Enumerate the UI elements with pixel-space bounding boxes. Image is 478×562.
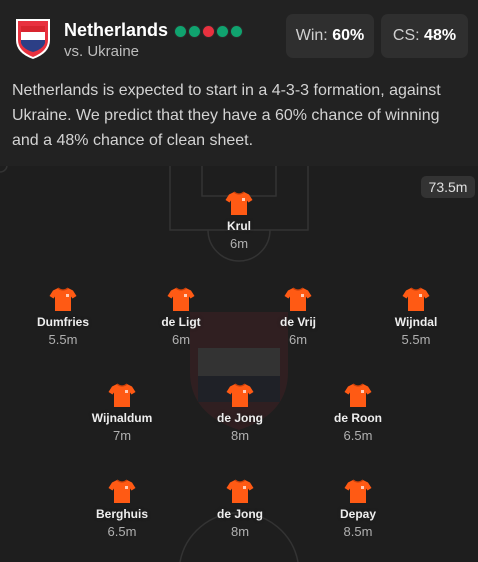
player-price: 6.5m	[343, 428, 373, 443]
win-value: 60%	[332, 27, 365, 44]
player-price: 6.5m	[107, 524, 137, 539]
player-name: de Ligt	[161, 315, 201, 329]
player-name: de Jong	[216, 507, 263, 521]
cs-value: 48%	[424, 27, 457, 44]
player-name: Berghuis	[95, 507, 148, 521]
shirt-icon	[226, 383, 254, 407]
player-price: 8m	[230, 524, 250, 539]
form-indicator	[174, 25, 243, 38]
player-card-midfielder[interactable]: Wijnaldum 7m	[67, 382, 177, 445]
opponent-label: vs. Ukraine	[64, 43, 140, 60]
player-card-goalkeeper[interactable]: Krul 6m	[184, 190, 294, 253]
player-name: de Roon	[334, 411, 382, 425]
prediction-summary: Netherlands is expected to start in a 4-…	[12, 82, 441, 149]
player-price: 5.5m	[48, 332, 78, 347]
shirt-icon	[402, 287, 430, 311]
form-result-dot	[216, 25, 229, 38]
player-price: 5.5m	[401, 332, 431, 347]
win-label: Win:	[295, 27, 328, 44]
shirt-icon	[225, 191, 253, 215]
shirt-icon	[108, 479, 136, 503]
player-price: 8.5m	[343, 524, 373, 539]
player-card-defender[interactable]: Wijndal 5.5m	[361, 286, 471, 349]
player-card-midfielder[interactable]: de Roon 6.5m	[303, 382, 413, 445]
player-name: Depay	[339, 507, 377, 521]
player-price: 6m	[171, 332, 191, 347]
team-name: Netherlands	[64, 20, 169, 40]
team-header: Netherlands vs. Ukraine Win: 60% CS: 48%…	[0, 0, 478, 166]
player-name: de Jong	[216, 411, 263, 425]
player-price: 8m	[230, 428, 250, 443]
clean-sheet-badge: CS: 48%	[381, 14, 468, 58]
player-name: Wijndal	[394, 315, 438, 329]
squad-value-badge: 73.5m	[421, 176, 475, 198]
shirt-icon	[49, 287, 77, 311]
player-price: 6m	[288, 332, 308, 347]
netherlands-crest-icon	[16, 19, 50, 59]
player-card-forward[interactable]: Berghuis 6.5m	[67, 478, 177, 541]
player-card-defender[interactable]: de Vrij 6m	[243, 286, 353, 349]
shirt-icon	[284, 287, 312, 311]
win-chance-badge: Win: 60%	[286, 14, 374, 58]
player-card-defender[interactable]: Dumfries 5.5m	[8, 286, 118, 349]
form-result-dot	[188, 25, 201, 38]
player-name: Krul	[227, 219, 251, 233]
form-result-dot	[174, 25, 187, 38]
shirt-icon	[226, 479, 254, 503]
shirt-icon	[344, 383, 372, 407]
form-result-dot	[202, 25, 215, 38]
form-result-dot	[230, 25, 243, 38]
player-card-midfielder[interactable]: de Jong 8m	[185, 382, 295, 445]
shirt-icon	[167, 287, 195, 311]
player-name: Wijnaldum	[91, 411, 153, 425]
player-price: 6m	[229, 236, 249, 251]
shirt-icon	[344, 479, 372, 503]
shirt-icon	[108, 383, 136, 407]
player-card-forward[interactable]: de Jong 8m	[185, 478, 295, 541]
player-price: 7m	[112, 428, 132, 443]
player-name: de Vrij	[279, 315, 317, 329]
player-card-defender[interactable]: de Ligt 6m	[126, 286, 236, 349]
cs-label: CS:	[392, 27, 420, 44]
player-card-forward[interactable]: Depay 8.5m	[303, 478, 413, 541]
player-name: Dumfries	[36, 315, 89, 329]
